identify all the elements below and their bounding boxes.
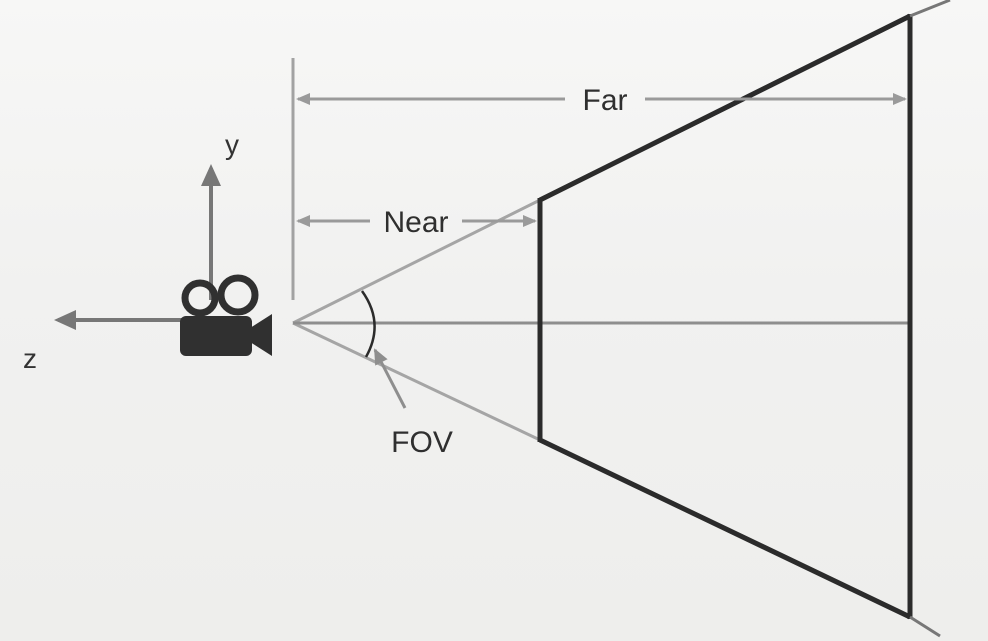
fov-pointer-arrow <box>373 348 407 409</box>
video-camera-icon <box>180 274 272 356</box>
near-label: Near <box>383 206 448 239</box>
fov-arc <box>360 290 376 358</box>
far-label: Far <box>583 84 628 117</box>
frustum-top-extension <box>909 0 951 18</box>
fov-label: FOV <box>391 426 453 459</box>
frustum-bottom-edge <box>538 437 912 620</box>
frustum-bottom-extension <box>909 615 941 638</box>
y-axis-label: y <box>225 129 239 160</box>
frustum-lower-edge-inner <box>292 321 541 442</box>
frustum-top-edge <box>538 13 912 203</box>
z-axis-label: z <box>23 343 37 374</box>
